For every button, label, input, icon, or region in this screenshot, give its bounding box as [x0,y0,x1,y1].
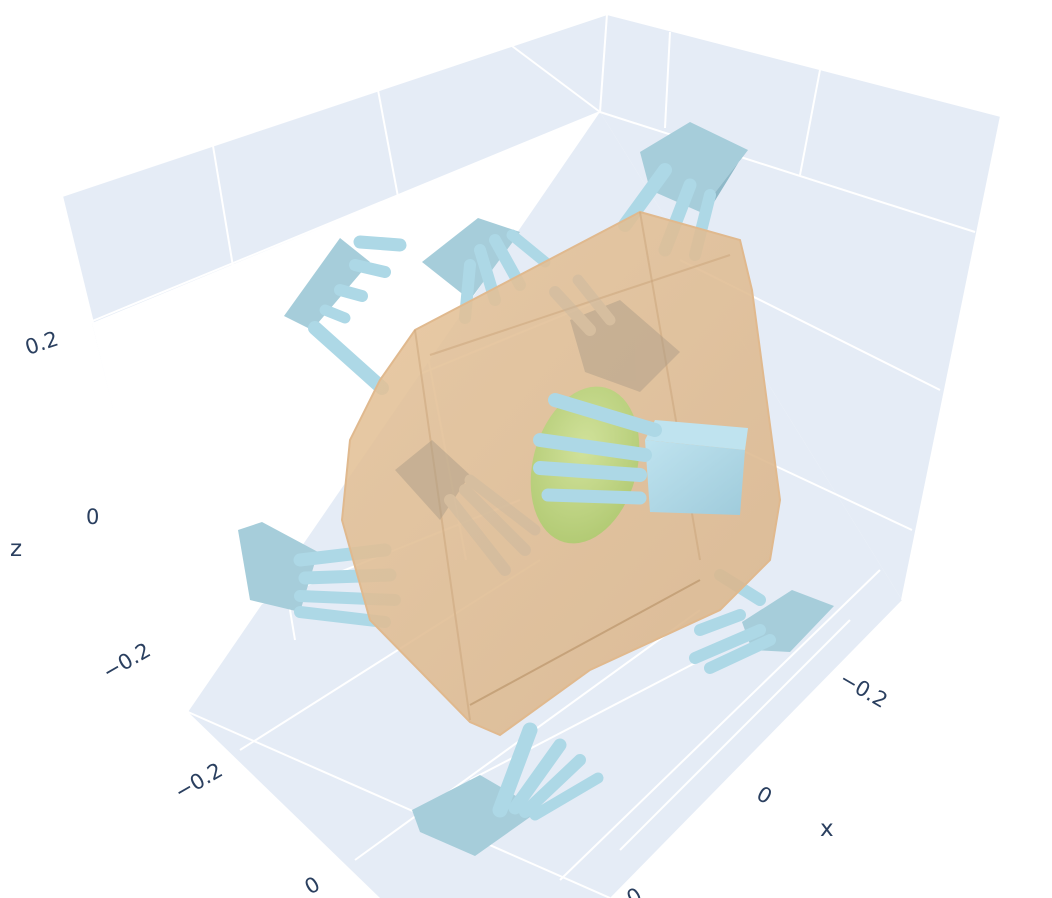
z-tick-label: 0 [86,505,99,529]
hand-inside-left [395,440,541,576]
back-wall-left [62,14,607,712]
hand-inside-top [549,274,680,392]
y-tick-label: 0 [301,872,325,898]
gridlines [61,13,1002,898]
z-tick-label: −0.2 [99,638,155,684]
x-tick-label: 0 [753,782,777,809]
hand-bottom [412,722,604,856]
z-axis: 0.2 0 −0.2 z [10,327,155,685]
y-tick-label: 0 [623,883,647,898]
y-tick-label: −0.2 [171,758,227,804]
z-axis-title: z [10,536,22,562]
x-tick-label: −0.2 [836,667,892,713]
x-axis-title: x [820,816,834,842]
z-tick-label: 0.2 [22,327,61,360]
hand-top-left [284,235,407,395]
hand-front-center [533,393,748,515]
